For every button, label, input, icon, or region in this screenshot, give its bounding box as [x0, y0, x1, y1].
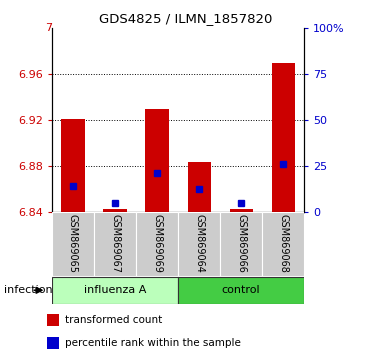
Bar [272, 63, 295, 212]
Bar [104, 209, 127, 212]
Bar [94, 212, 136, 276]
Bar [188, 162, 211, 212]
Text: 7: 7 [45, 23, 52, 33]
Text: GSM869064: GSM869064 [194, 214, 204, 273]
Text: GSM869068: GSM869068 [278, 214, 288, 273]
Bar [62, 119, 85, 212]
Bar [145, 109, 168, 212]
Text: GSM869065: GSM869065 [68, 214, 78, 273]
Text: infection: infection [4, 285, 52, 295]
Text: GDS4825 / ILMN_1857820: GDS4825 / ILMN_1857820 [99, 12, 272, 25]
Bar [178, 212, 220, 276]
Bar [47, 337, 59, 349]
Bar [52, 212, 94, 276]
Text: GSM869069: GSM869069 [152, 214, 162, 273]
Bar [178, 277, 304, 304]
Bar [220, 212, 262, 276]
Text: influenza A: influenza A [84, 285, 146, 295]
Text: GSM869067: GSM869067 [110, 214, 120, 273]
Bar [52, 277, 178, 304]
Bar [262, 212, 304, 276]
Text: control: control [222, 285, 260, 295]
Bar [136, 212, 178, 276]
Text: GSM869066: GSM869066 [236, 214, 246, 273]
Text: transformed count: transformed count [65, 315, 162, 325]
Text: percentile rank within the sample: percentile rank within the sample [65, 338, 240, 348]
Bar [47, 314, 59, 326]
Bar [230, 209, 253, 212]
